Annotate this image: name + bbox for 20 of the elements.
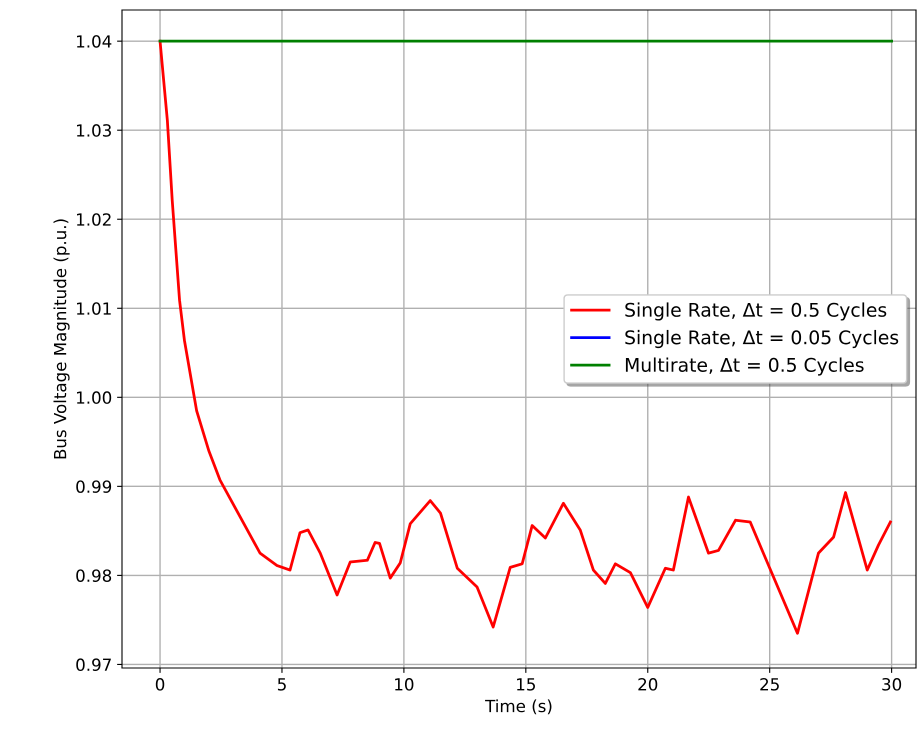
x-tick-label: 0: [156, 678, 164, 691]
y-tick-label: 1.02: [77, 213, 111, 226]
y-tick-label: 0.98: [76, 569, 112, 582]
y-axis-title: Bus Voltage Magnitude (p.u.): [53, 219, 70, 458]
x-tick-label: 5: [278, 678, 286, 691]
legend-label: Multirate, Δt = 0.5 Cycles: [626, 357, 864, 376]
x-tick-label: 10: [395, 678, 414, 691]
y-tick-label: 0.99: [76, 480, 112, 493]
y-tick-label: 1.01: [77, 302, 111, 315]
x-tick-label: 15: [517, 678, 535, 691]
y-tick-label: 0.97: [76, 658, 111, 672]
y-tick-label: 1.00: [77, 391, 112, 404]
legend-label: Single Rate, Δt = 0.5 Cycles: [625, 302, 886, 321]
x-tick-label: 30: [882, 678, 902, 691]
x-tick-label: 25: [760, 678, 779, 691]
y-tick-label: 1.04: [77, 35, 112, 48]
y-tick-label: 1.03: [77, 124, 111, 137]
x-tick-label: 20: [638, 678, 658, 691]
x-axis-title: Time (s): [485, 699, 552, 714]
legend-label: Single Rate, Δt = 0.05 Cycles: [625, 330, 898, 348]
